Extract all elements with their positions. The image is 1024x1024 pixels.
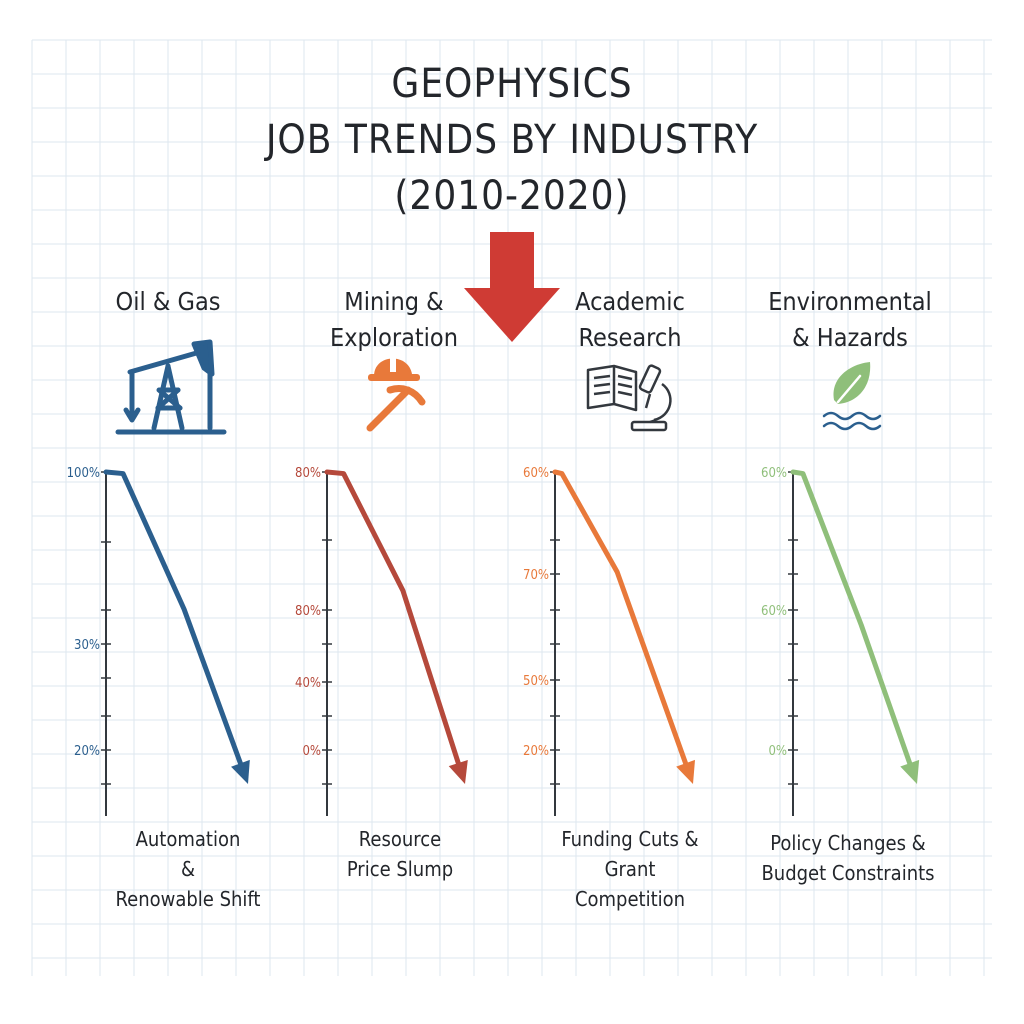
- y-tick-label: 30%: [74, 638, 100, 653]
- y-tick-label: 80%: [295, 466, 321, 481]
- panel-label-mining: Mining & Exploration: [330, 287, 458, 352]
- chart-academic: 60% 70% 50% 20%: [523, 466, 696, 816]
- y-tick-label: 50%: [523, 674, 549, 689]
- series-line: [552, 469, 689, 768]
- trend-arrowhead: [231, 759, 250, 784]
- y-tick-label: 40%: [295, 676, 321, 691]
- panel-label-academic: Academic Research: [575, 287, 685, 352]
- down-arrow-icon: [464, 232, 560, 342]
- leaf-water-icon: [822, 362, 882, 431]
- cause-environmental: Policy Changes & Budget Constraints: [761, 831, 935, 885]
- y-tick-label: 0%: [768, 744, 787, 759]
- title-line-3: (2010-2020): [394, 173, 630, 219]
- trend-arrowhead: [900, 759, 920, 784]
- y-tick-label: 60%: [761, 466, 787, 481]
- chart-oil-gas: 100% 30% 20%: [67, 466, 250, 816]
- trend-arrowhead: [448, 759, 468, 784]
- y-tick-label: 0%: [302, 744, 321, 759]
- panel-label-oil-gas: Oil & Gas: [115, 287, 221, 316]
- hardhat-pickaxe-icon: [366, 356, 426, 432]
- y-tick-label: 80%: [295, 604, 321, 619]
- panel-label-environmental: Environmental & Hazards: [768, 287, 932, 352]
- y-tick-label: 60%: [761, 604, 787, 619]
- title-line-1: GEOPHYSICS: [391, 61, 633, 107]
- y-tick-label: 100%: [67, 466, 100, 481]
- series-line: [790, 469, 913, 768]
- y-tick-label: 20%: [74, 744, 100, 759]
- y-tick-label: 20%: [523, 744, 549, 759]
- chart-environmental: 60% 60% 0%: [761, 466, 920, 816]
- book-microscope-icon: [586, 364, 672, 432]
- trend-arrowhead: [676, 759, 696, 784]
- cause-oil-gas: Automation & Renowable Shift: [115, 827, 261, 911]
- page-title: GEOPHYSICS JOB TRENDS BY INDUSTRY (2010-…: [0, 56, 1024, 224]
- title-line-2: JOB TRENDS BY INDUSTRY: [265, 117, 759, 163]
- y-tick-label: 70%: [523, 568, 549, 583]
- chart-mining: 80% 80% 40% 0%: [295, 466, 468, 816]
- y-tick-label: 60%: [523, 466, 549, 481]
- cause-mining: Resource Price Slump: [346, 827, 454, 881]
- series-line: [324, 469, 462, 768]
- oil-pump-icon: [115, 339, 227, 435]
- cause-academic: Funding Cuts & Grant Competition: [561, 827, 699, 911]
- series-line: [103, 469, 244, 768]
